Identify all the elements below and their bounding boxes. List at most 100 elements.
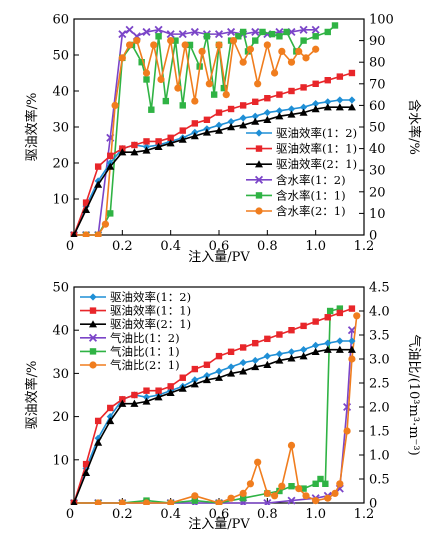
series-point [181, 41, 189, 49]
series-point [276, 91, 283, 98]
series-point [94, 417, 102, 425]
series-point [251, 362, 260, 371]
series-point [275, 350, 284, 358]
series-2 [70, 345, 356, 505]
series-point [283, 28, 290, 36]
x-tick-label: 1.0 [305, 239, 326, 254]
legend-entry: 含水率(2：1) [276, 204, 346, 218]
series-point [254, 458, 262, 466]
series-point [107, 210, 114, 217]
series-point [317, 475, 324, 483]
series-point [94, 231, 102, 237]
series-point [166, 30, 175, 39]
series-point [191, 492, 199, 500]
series-point [142, 499, 151, 505]
series-point [312, 318, 319, 325]
x-tick-label: 1.2 [354, 239, 375, 254]
series-point [227, 27, 236, 36]
series-point [263, 498, 272, 505]
y2-tick-label: 100 [369, 13, 394, 28]
series-point [119, 396, 126, 403]
series-point [178, 30, 187, 39]
series-point [251, 112, 259, 120]
series-point [227, 118, 235, 126]
legend-marker [254, 175, 264, 184]
series-point [287, 348, 296, 356]
y2-tick-label: 4.5 [369, 281, 390, 296]
series-point [154, 393, 163, 401]
series-point [295, 47, 303, 56]
series-point [94, 499, 102, 505]
series-point [300, 485, 307, 492]
series-point [336, 73, 344, 80]
x-tick-label: 0.4 [160, 507, 181, 522]
series-point [299, 352, 308, 360]
legend-entry: 驱油效率(1：2) [110, 290, 191, 304]
series-point [251, 356, 259, 365]
series-point [174, 84, 182, 92]
legend-marker [89, 307, 97, 314]
series-point [299, 108, 308, 116]
series-point [215, 126, 223, 134]
legend-entry: 驱油效率(2：1) [110, 317, 191, 331]
series-point [275, 107, 284, 115]
series-point [270, 69, 279, 77]
y2-tick-label: 50 [369, 121, 386, 136]
y-tick-label: 30 [52, 121, 69, 136]
series-point [252, 339, 259, 347]
series-point [287, 110, 296, 118]
legend: 驱油效率(1：2)驱油效率(1：1)驱油效率(2：1)气油比(1：2)气油比(1… [80, 290, 191, 372]
series-point [222, 91, 230, 99]
series-point [191, 365, 199, 373]
series-point [215, 499, 223, 505]
series-point [167, 383, 174, 390]
legend-marker [89, 348, 97, 355]
series-point [131, 391, 138, 399]
series-point [106, 413, 114, 421]
series-point [263, 41, 271, 49]
series-point [142, 69, 151, 77]
series-line [74, 39, 317, 236]
series-point [202, 128, 211, 136]
series-point [324, 98, 332, 106]
legend-marker [255, 160, 263, 168]
series-point [311, 25, 320, 34]
series-point [275, 112, 284, 120]
series-point [148, 106, 155, 113]
series-point [82, 460, 90, 468]
y-tick-label: 50 [52, 281, 69, 296]
series-point [107, 404, 114, 412]
series-point [229, 37, 238, 45]
legend-entry: 驱油效率(1：1) [110, 304, 191, 318]
series-point [143, 138, 150, 145]
series-point [353, 312, 361, 320]
series-point [287, 58, 296, 66]
series-point [254, 80, 262, 88]
series-point [239, 121, 248, 129]
series-point [331, 489, 339, 497]
series-point [246, 45, 255, 53]
series-point [336, 305, 344, 312]
y2-tick-label: 90 [369, 34, 386, 49]
plot-area [69, 305, 361, 505]
series-point [287, 105, 296, 113]
y2-tick-label: 60 [369, 99, 386, 114]
series-point [295, 485, 303, 493]
series-point [94, 163, 102, 170]
series-point [288, 327, 295, 334]
series-point [287, 354, 296, 362]
series-point [191, 97, 199, 105]
series-point [278, 47, 286, 56]
series-point [82, 231, 90, 237]
series-point [118, 30, 127, 39]
series-point [251, 117, 260, 125]
series-point [311, 105, 320, 113]
x-tick-label: 1.0 [305, 507, 326, 522]
series-point [227, 348, 235, 355]
series-point [143, 76, 150, 83]
series-point [323, 103, 332, 111]
series-point [167, 499, 175, 505]
x-axis-label: 注入量/PV [188, 250, 250, 265]
series-point [155, 138, 162, 145]
